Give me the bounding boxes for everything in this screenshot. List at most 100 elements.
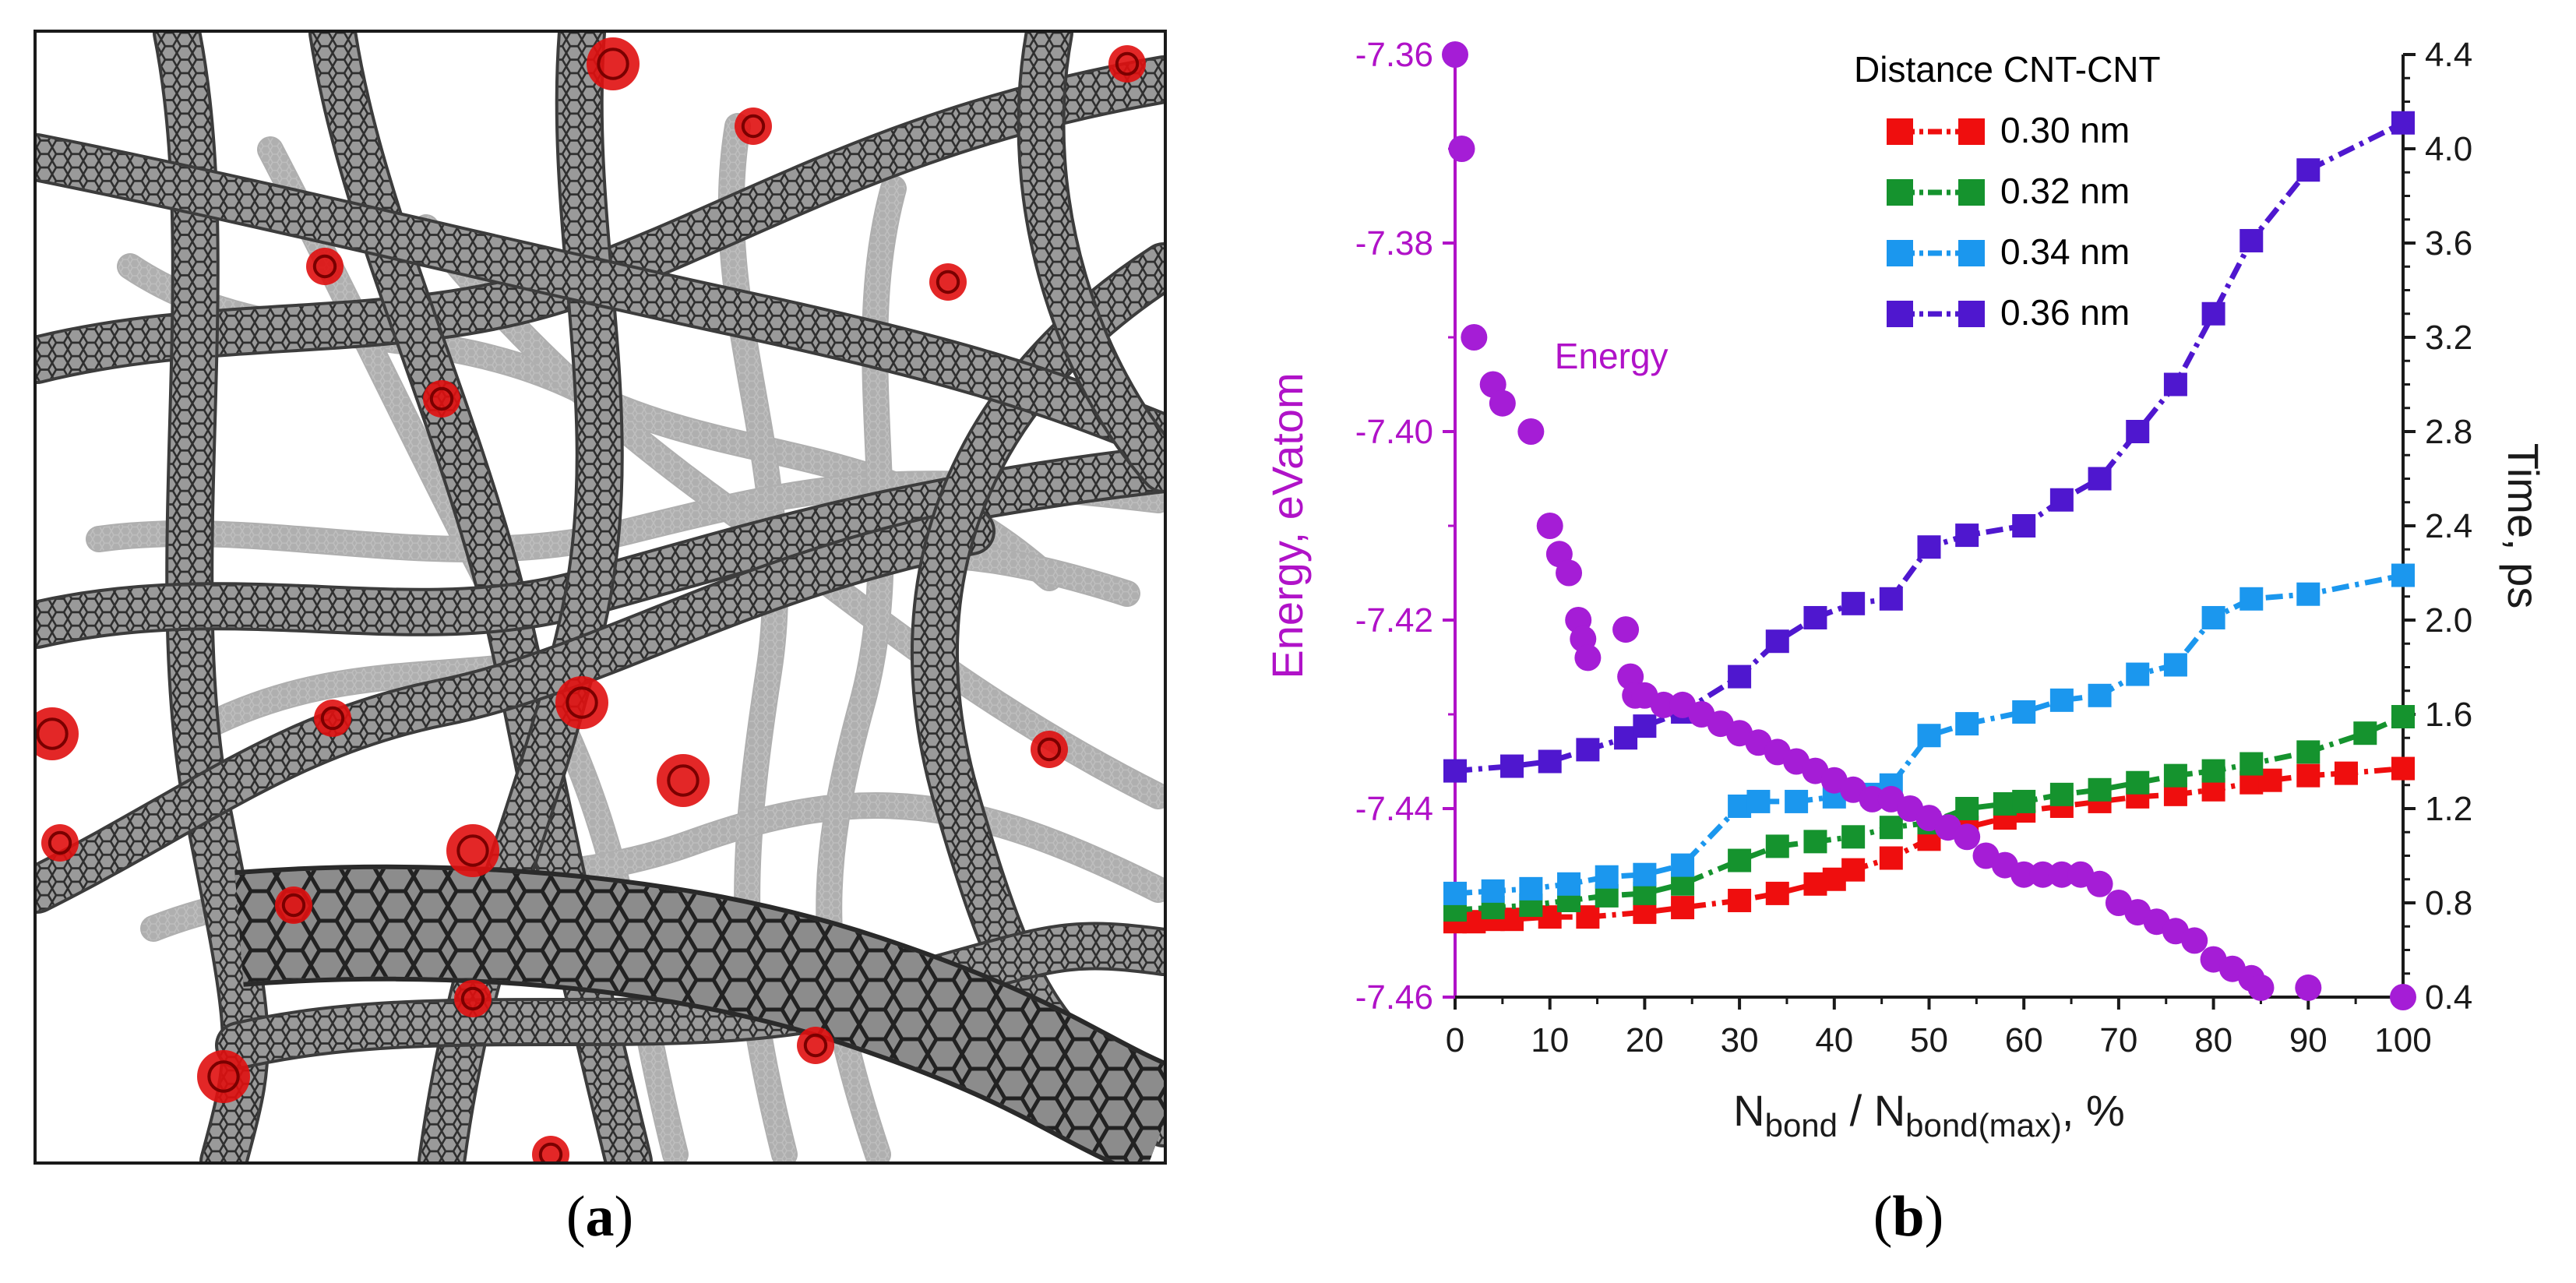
x-tick-label: 10: [1531, 1021, 1569, 1059]
data-point: [1538, 749, 1562, 774]
y-right-tick-label: 0.8: [2425, 884, 2472, 922]
y-left-tick-label: -7.38: [1355, 224, 1433, 263]
energy-point: [1461, 324, 1488, 351]
data-point: [2126, 770, 2150, 795]
data-point: [1917, 724, 1941, 748]
data-point: [2163, 653, 2187, 677]
data-point: [1955, 797, 1979, 820]
data-point: [1519, 876, 1543, 901]
x-tick-label: 40: [1815, 1021, 1853, 1059]
data-point: [2239, 228, 2264, 252]
data-point: [1633, 862, 1657, 886]
crosslink-bond: [314, 700, 351, 737]
legend-marker: [1887, 301, 1913, 327]
energy-point: [2247, 974, 2275, 1001]
data-point: [2088, 683, 2112, 707]
data-point: [1671, 853, 1695, 877]
series-line: [1455, 766, 2404, 925]
crosslink-bond: [532, 1136, 569, 1161]
x-axis-label: Nbond / Nbond(max), %: [1733, 1086, 2125, 1144]
data-point: [1728, 848, 1752, 872]
energy-point: [1536, 513, 1563, 539]
legend-item: 0.36 nm: [1887, 292, 2130, 333]
crosslink-bond: [446, 824, 499, 877]
data-point: [2201, 605, 2225, 629]
x-tick-label: 60: [2005, 1021, 2043, 1059]
y-left-tick-label: -7.44: [1355, 790, 1433, 828]
energy-point: [1650, 691, 1677, 718]
y-left-tick-label: -7.46: [1355, 978, 1433, 1017]
legend-label: 0.32 nm: [2000, 171, 2130, 211]
data-point: [1765, 834, 1789, 858]
energy-point: [2086, 870, 2113, 897]
data-point: [2126, 420, 2150, 443]
data-point: [1443, 881, 1467, 905]
y-right-tick-label: 4.0: [2425, 130, 2472, 168]
energy-point: [2390, 984, 2416, 1010]
legend-label: 0.30 nm: [2000, 110, 2130, 150]
data-point: [1879, 846, 1903, 870]
panel-b-caption: (b): [1873, 1185, 1944, 1249]
energy-point: [2048, 861, 2075, 888]
data-point: [1803, 605, 1827, 629]
crosslink-bond: [41, 824, 79, 862]
legend-marker: [1887, 179, 1913, 206]
legend-item: 0.30 nm: [1887, 110, 2130, 150]
legend-marker: [1958, 301, 1985, 327]
x-tick-label: 100: [2374, 1021, 2431, 1059]
energy-point: [1556, 559, 1583, 587]
crosslink-bond: [454, 980, 492, 1017]
legend-label: 0.34 nm: [2000, 231, 2130, 272]
data-point: [1576, 738, 1600, 762]
crosslink-bond: [423, 380, 460, 418]
data-point: [1595, 865, 1619, 889]
data-point: [2296, 763, 2321, 788]
energy-annotation: Energy: [1555, 336, 1669, 376]
y-left-tick-label: -7.36: [1355, 36, 1433, 74]
x-tick-label: 20: [1626, 1021, 1664, 1059]
data-point: [2391, 563, 2415, 587]
data-point: [1443, 759, 1467, 783]
carbon-nanotube-network-icon: [37, 33, 1164, 1161]
data-point: [1746, 789, 1771, 813]
energy-point: [1954, 823, 1981, 851]
x-tick-label: 30: [1721, 1021, 1759, 1059]
data-point: [1879, 816, 1903, 840]
data-point: [1500, 754, 1524, 778]
x-tick-label: 0: [1446, 1021, 1464, 1059]
data-point: [2391, 111, 2415, 135]
crosslink-bond: [797, 1027, 834, 1064]
data-point: [2012, 514, 2036, 538]
data-point: [2163, 763, 2187, 788]
legend-marker: [1958, 179, 1985, 206]
data-point: [2126, 662, 2150, 686]
legend-marker: [1887, 240, 1913, 266]
energy-point: [1448, 136, 1475, 162]
data-point: [2012, 789, 2036, 813]
data-point: [2088, 777, 2112, 802]
series-line: [1454, 120, 2405, 774]
legend-marker: [1887, 118, 1913, 145]
crosslink-bond: [929, 263, 967, 301]
energy-point: [1517, 418, 1545, 445]
data-point: [1917, 535, 1941, 559]
x-tick-label: 70: [2099, 1021, 2137, 1059]
legend-title: Distance CNT-CNT: [1854, 49, 2161, 90]
energy-point: [1859, 785, 1886, 812]
crosslink-bond: [1031, 731, 1068, 768]
energy-point: [2295, 974, 2322, 1001]
crosslink-bond: [275, 886, 312, 924]
y-right-tick-label: 3.2: [2425, 319, 2472, 357]
panel-b-letter: b: [1892, 1185, 1925, 1249]
panel-a-letter: a: [585, 1185, 615, 1249]
data-point: [2239, 752, 2264, 776]
data-point: [2049, 688, 2074, 712]
y-right-tick-label: 0.4: [2425, 978, 2472, 1017]
crosslink-bond: [555, 676, 608, 729]
y-axis-left-label: Energy, eVatom: [1263, 372, 1312, 679]
x-tick-label: 90: [2289, 1021, 2328, 1059]
data-point: [2296, 158, 2321, 182]
data-point: [2239, 587, 2264, 611]
data-point: [1785, 789, 1809, 813]
energy-point: [1489, 389, 1516, 417]
